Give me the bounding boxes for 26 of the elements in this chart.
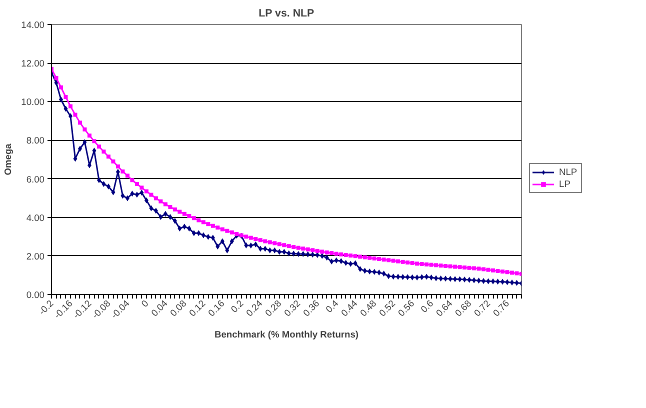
x-tick-label: 0.4 [324, 298, 340, 315]
x-tick-label: 0.28 [263, 298, 284, 318]
x-tick-label: -0.2 [36, 298, 56, 317]
chart-title: LP vs. NLP [258, 8, 314, 20]
legend-label: NLP [559, 166, 578, 178]
x-tick-label: 0.48 [358, 298, 378, 318]
y-tick-label: 0.00 [26, 290, 44, 300]
x-tick-label: 0.12 [187, 298, 208, 318]
x-tick-label: 0.6 [418, 298, 436, 315]
y-tick-label: 12.00 [21, 58, 44, 69]
x-tick-label: 0.32 [282, 298, 302, 318]
x-tick-label: 0.52 [377, 298, 398, 318]
y-tick-label: 2.00 [26, 251, 44, 262]
y-tick-label: 8.00 [26, 136, 44, 146]
y-tick-label: 6.00 [26, 174, 44, 184]
x-axis-title: Benchmark (% Monthly Returns) [214, 329, 359, 340]
y-tick-label: 4.00 [26, 212, 44, 223]
y-tick-label: 14.00 [21, 20, 44, 30]
y-tick-label: 10.00 [21, 97, 44, 108]
y-axis-title: Omega [3, 142, 14, 176]
x-tick-label: 0.72 [472, 298, 492, 318]
legend-label: LP [559, 178, 572, 190]
x-tick-label: 0.08 [168, 298, 188, 318]
x-tick-label: 0 [140, 298, 150, 310]
x-tick-label: 0.2 [229, 298, 246, 315]
x-tick-label: 0.68 [453, 298, 474, 318]
